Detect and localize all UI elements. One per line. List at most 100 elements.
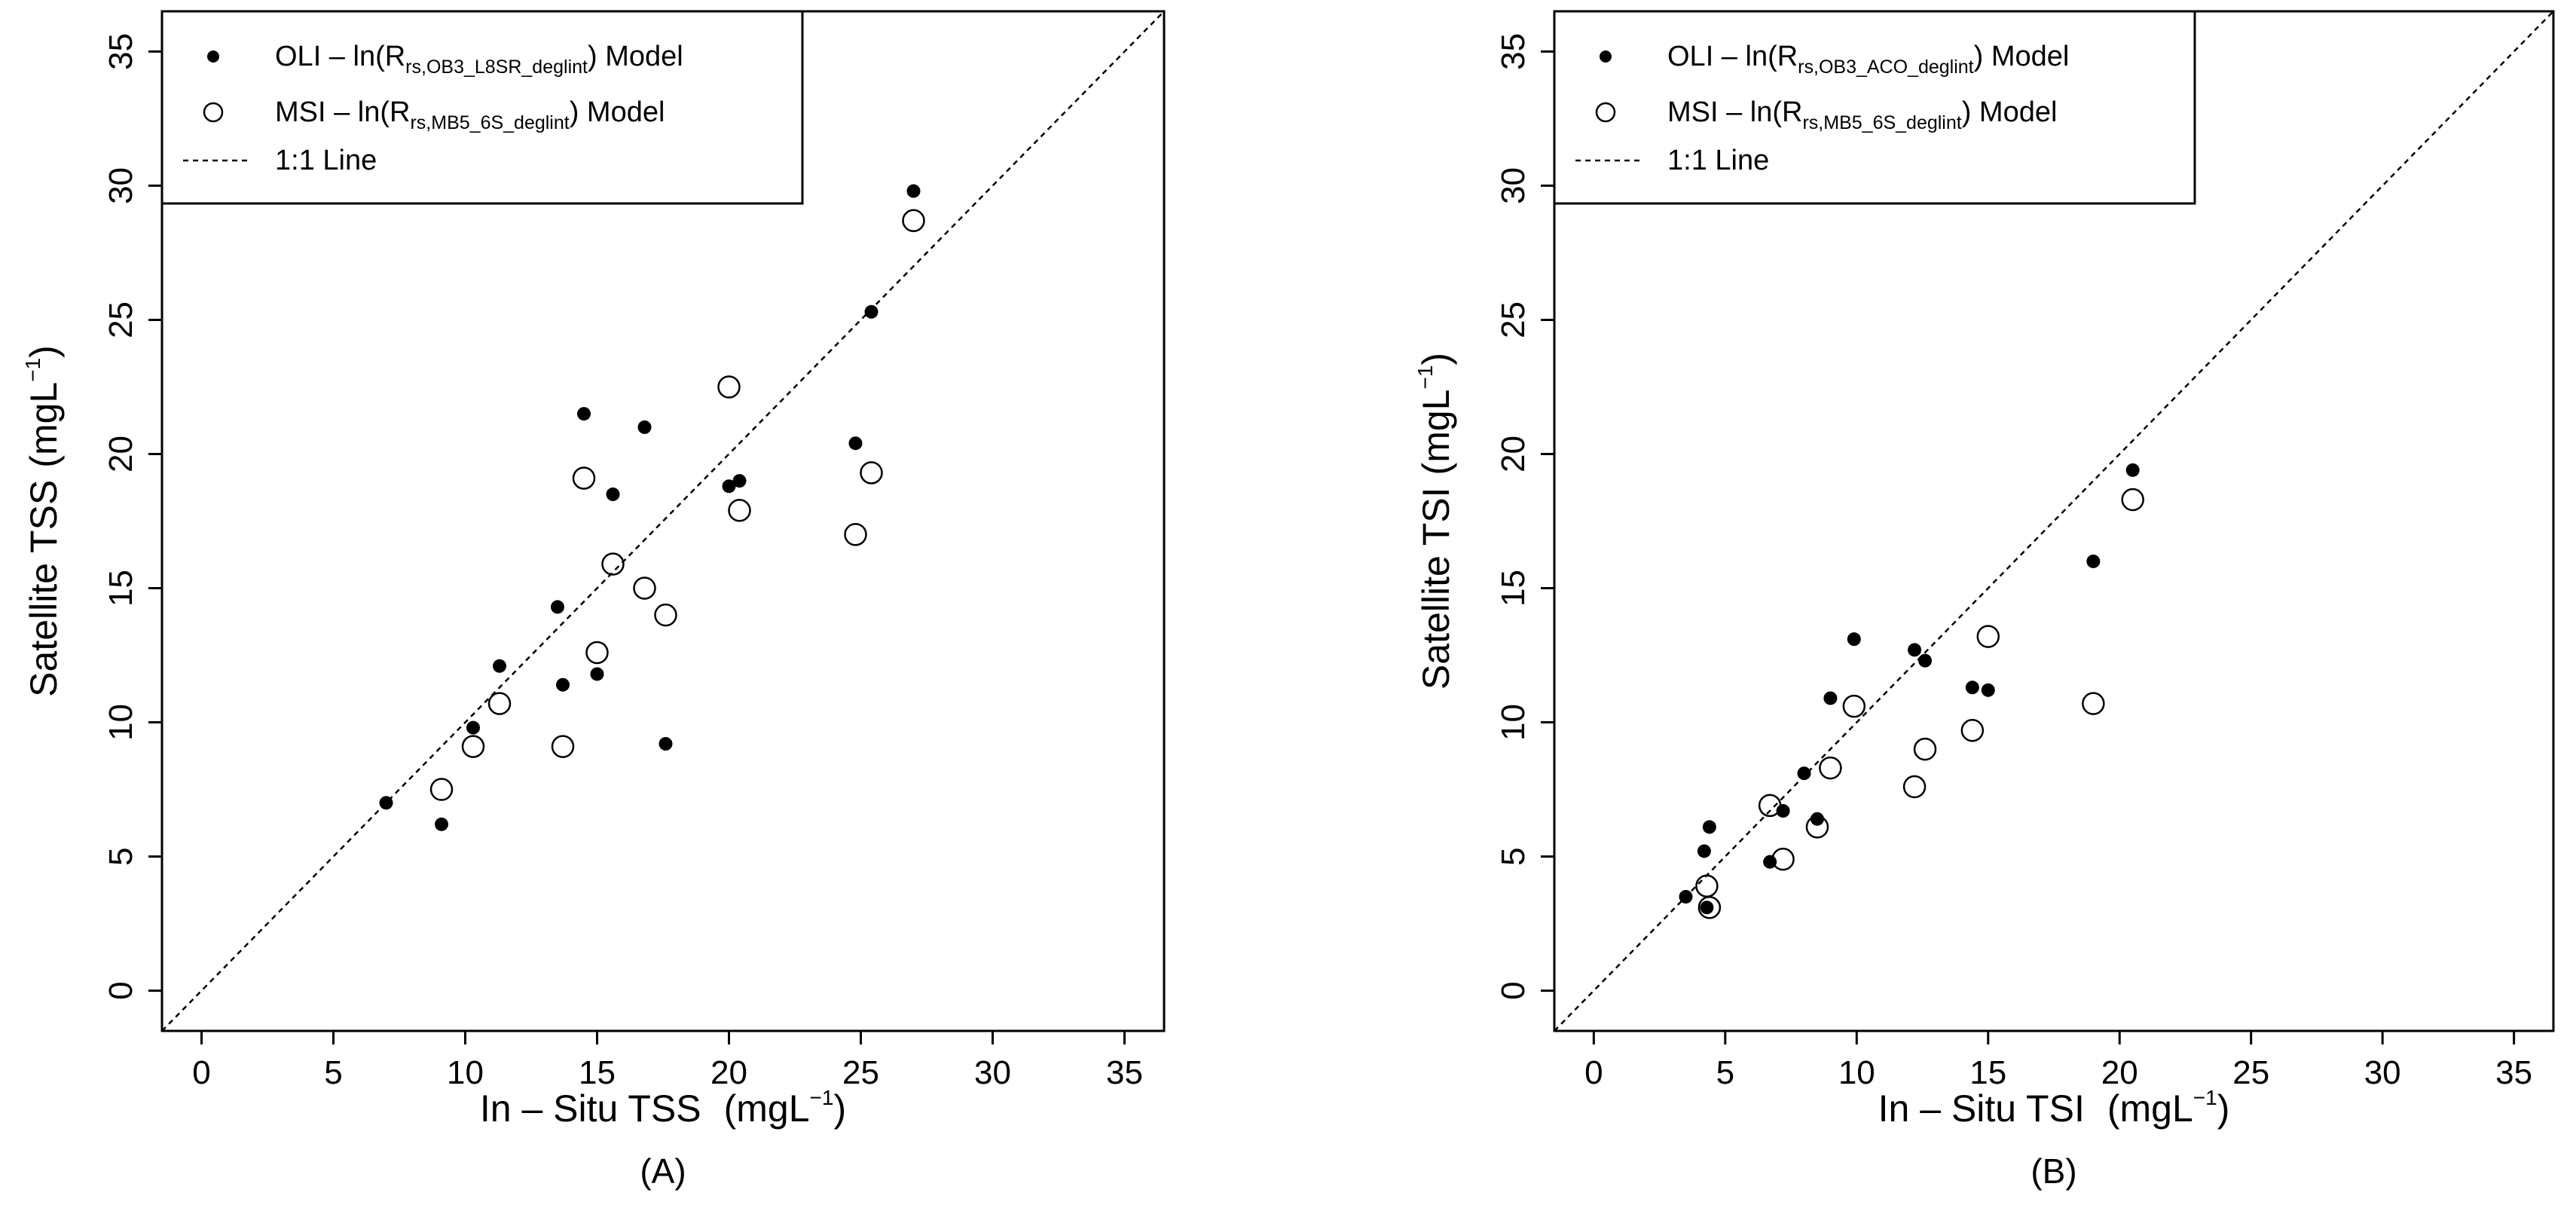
msi-point [1913,737,1937,761]
legend-entry-name: OLI – ln(R [1667,41,1798,72]
y-tick-label: 20 [102,436,139,472]
msi-point [2121,488,2144,512]
legend-entry: OLI – ln(Rrs,OB3_L8SR_deglint) Model [275,41,683,78]
oli-point [577,407,591,421]
x-axis-title: In – Situ TSI [1878,1087,2085,1130]
legend-entry-suffix: ) Model [588,41,683,72]
legend-entry: MSI – ln(Rrs,MB5_6S_deglint) Model [1667,96,2057,133]
legend-entry-subscript: rs,MB5_6S_deglint [410,112,569,133]
x-tick-label: 25 [2232,1054,2269,1091]
x-axis-paren-close: ) [2217,1087,2230,1130]
x-axis-unit-exponent: −1 [810,1086,834,1109]
msi-point [860,461,883,485]
oli-point [1908,643,1922,657]
msi-point [1805,815,1829,839]
oli-point [637,420,652,434]
y-axis-paren-close: ) [1415,353,1457,365]
oli-point [1810,812,1824,826]
x-axis-paren: ( [724,1087,737,1130]
oli-point [556,677,570,692]
x-tick-label: 30 [974,1054,1011,1091]
legend-entry-suffix: ) Model [570,96,665,128]
oli-point [1981,683,1995,697]
y-tick-label: 10 [102,704,139,741]
msi-point [572,466,596,490]
legend-entry-subscript: rs,OB3_L8SR_deglint [405,57,588,78]
oli-point [659,737,673,751]
oli-point [590,667,604,681]
oli-point [551,600,564,614]
msi-point [902,209,925,232]
legend-entry-subscript: rs,OB3_ACO_deglint [1798,57,1974,78]
x-tick-label: 35 [2495,1054,2532,1091]
x-axis-label: In – Situ TSI (mgL−1) [1878,1086,2230,1130]
y-tick-label: 35 [102,33,139,70]
y-axis-unit-exponent: −1 [1413,365,1437,390]
x-tick-label: 0 [1584,1054,1603,1091]
y-tick-label: 30 [102,167,139,204]
y-tick-label: 15 [102,570,139,607]
chart-panel-b: 0 0 5 5 10 10 15 15 20 20 25 25 30 30 35 35 In – Situ TS… [1413,10,2555,1191]
y-axis-paren: ( [23,455,65,468]
oli-point [466,720,480,735]
x-tick-label: 30 [2364,1054,2401,1091]
y-axis-unit-exponent: −1 [21,358,44,382]
x-axis-unit-exponent: −1 [2193,1086,2217,1109]
x-tick-label: 15 [1969,1054,2006,1091]
y-tick-label: 20 [1495,436,1532,472]
legend-marker-open [203,102,224,123]
oli-point [1679,889,1693,904]
x-tick-label: 10 [1838,1054,1875,1091]
y-tick-label: 25 [102,301,139,338]
y-tick-label: 10 [1495,704,1532,741]
y-axis-label: Satellite TSI (mgL−1) [1413,353,1457,690]
msi-point [654,603,677,627]
x-axis-label: In – Situ TSS (mgL−1) [480,1086,846,1130]
y-axis-title: Satellite TSS [23,480,65,697]
legend: OLI – ln(Rrs,OB3_ACO_deglint) Model MSI –… [1553,10,2196,205]
x-tick-label: 35 [1106,1054,1143,1091]
legend-entry: MSI – ln(Rrs,MB5_6S_deglint) Model [275,96,665,133]
y-axis-unit: mgL [23,382,65,455]
y-axis-paren: ( [1415,462,1457,475]
oli-point [1823,691,1838,705]
legend-entry-suffix: ) Model [1974,41,2070,72]
y-tick-label: 15 [1495,570,1532,607]
msi-point [717,375,741,399]
oli-point [722,479,736,494]
oli-point [2086,554,2101,568]
msi-point [1976,625,2000,648]
x-axis-unit: mgL [2120,1087,2193,1130]
panel-label: (A) [640,1151,686,1191]
oli-point [1847,632,1861,647]
y-tick-label: 35 [1495,33,1532,70]
msi-point [1842,694,1866,718]
oli-point [1700,901,1714,915]
msi-point [585,641,609,665]
legend-entry-name: MSI – ln(R [1667,96,1802,128]
msi-point [487,692,512,715]
legend: OLI – ln(Rrs,OB3_L8SR_deglint) Model MSI … [160,10,804,205]
msi-point [461,735,485,758]
msi-point [551,735,575,758]
x-axis-unit: mgL [736,1087,809,1130]
oli-point [1797,766,1811,781]
x-tick-label: 5 [324,1054,342,1091]
y-tick-label: 25 [1495,301,1532,338]
oli-point [906,184,921,198]
oli-point [732,474,747,488]
legend-marker-open [1595,102,1616,123]
oli-point [2125,463,2140,477]
oli-point [435,817,448,831]
x-tick-label: 25 [842,1054,879,1091]
msi-point [1695,874,1719,898]
x-tick-label: 0 [192,1054,210,1091]
msi-point [429,778,454,801]
x-tick-label: 15 [579,1054,616,1091]
legend-entry: OLI – ln(Rrs,OB3_ACO_deglint) Model [1667,41,2069,78]
x-tick-label: 5 [1716,1054,1734,1091]
panel-label: (B) [2031,1151,2076,1191]
legend-marker-filled [207,50,219,63]
oli-point [1702,820,1716,834]
